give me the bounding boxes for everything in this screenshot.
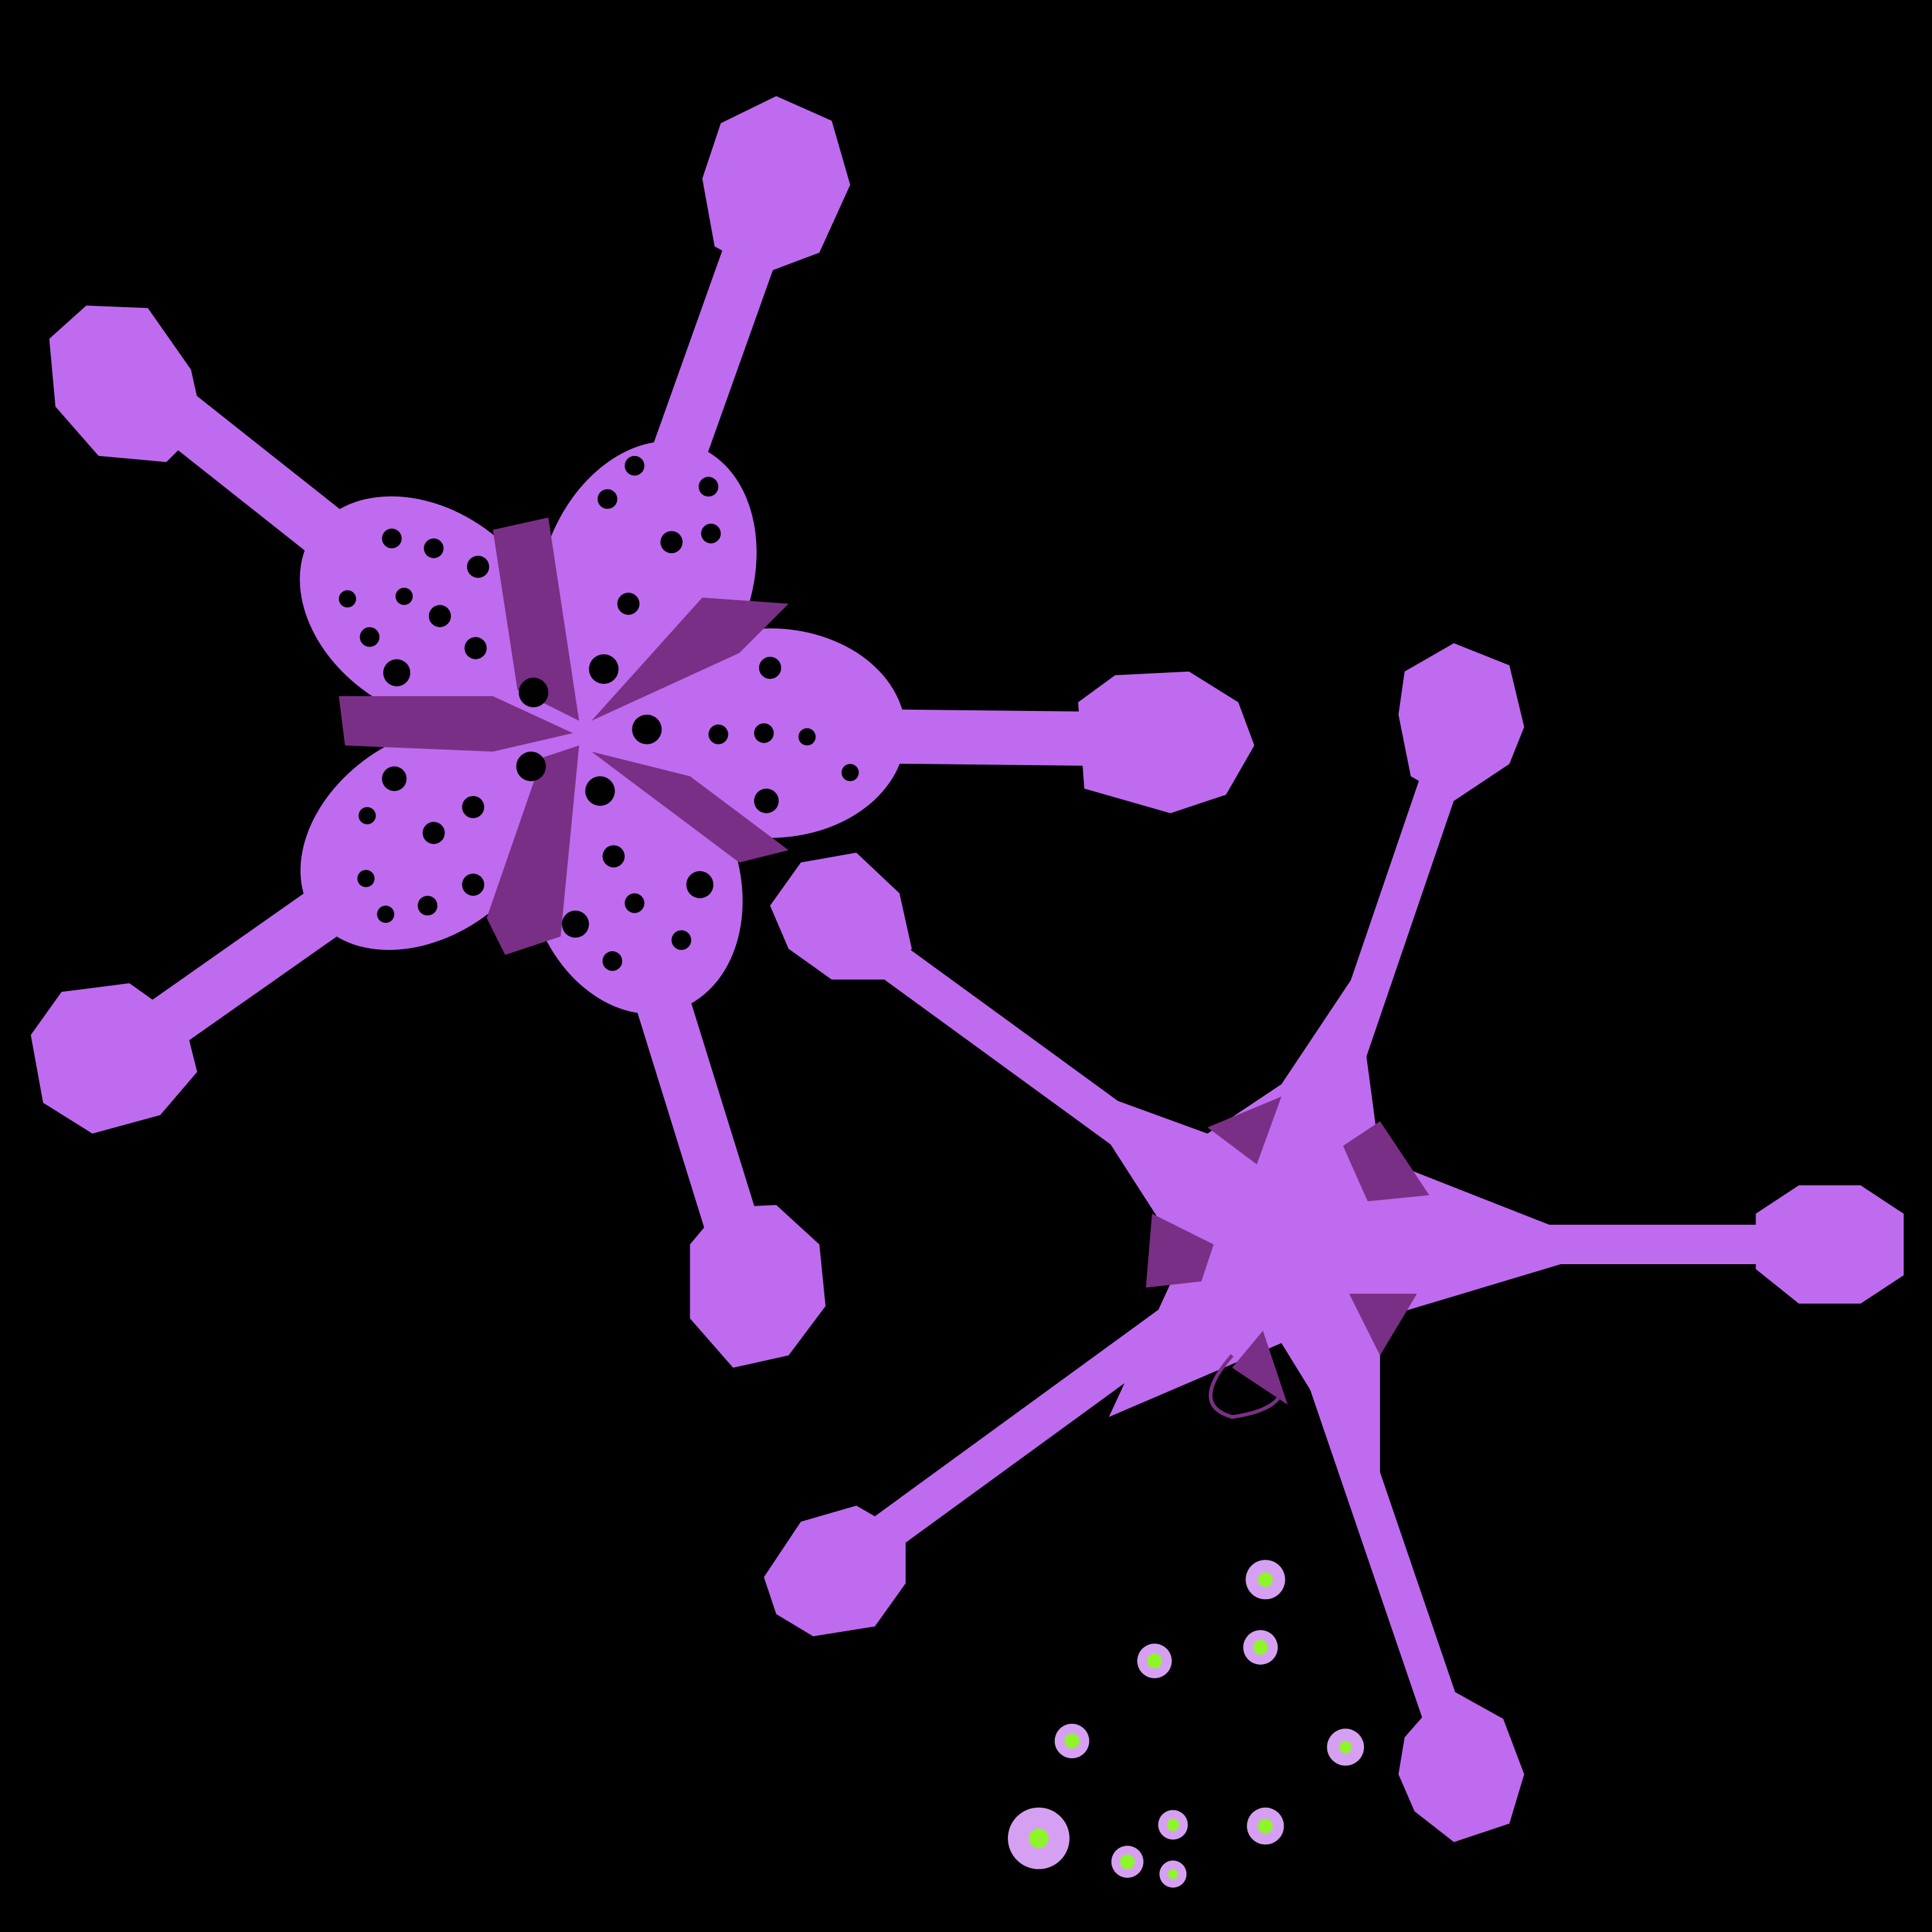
- spot: [686, 871, 714, 898]
- arm-end: [1398, 643, 1524, 801]
- spot: [698, 477, 719, 497]
- spot: [589, 654, 619, 684]
- spore-core: [1258, 1572, 1273, 1587]
- spore: [1247, 1807, 1284, 1845]
- spot: [841, 764, 859, 782]
- spore: [1111, 1846, 1144, 1878]
- spot: [417, 895, 438, 916]
- fold: [1232, 1331, 1288, 1405]
- sepal: [493, 517, 580, 721]
- spot: [462, 795, 484, 819]
- spot: [382, 528, 402, 549]
- spot: [464, 637, 487, 659]
- spot: [617, 592, 639, 615]
- spot: [585, 776, 615, 806]
- arm-end: [1756, 1185, 1904, 1304]
- spot: [798, 728, 816, 746]
- petal-spots: [339, 455, 859, 971]
- spot: [701, 524, 721, 544]
- arm-end: [690, 1205, 826, 1368]
- spore: [1158, 1810, 1188, 1840]
- spot: [383, 659, 411, 687]
- spores: [1008, 1560, 1364, 1888]
- fold: [1349, 1293, 1417, 1356]
- spot: [428, 605, 451, 627]
- sepal: [591, 752, 789, 863]
- spot: [357, 869, 375, 887]
- arm-end: [49, 305, 204, 462]
- spore-core: [1028, 1828, 1049, 1848]
- spore: [1245, 1560, 1285, 1600]
- spore-core: [1339, 1741, 1352, 1754]
- spot: [708, 724, 728, 744]
- spore-core: [1168, 1869, 1179, 1879]
- arm-end: [30, 983, 198, 1134]
- spore-core: [1166, 1818, 1179, 1832]
- spot: [753, 723, 774, 743]
- petal: [299, 496, 551, 724]
- star-mouth: [1209, 1354, 1283, 1419]
- spot: [625, 455, 645, 476]
- spot: [424, 538, 444, 558]
- flower-sepals: [339, 517, 789, 955]
- spore-core: [1258, 1818, 1273, 1833]
- star-creature: [764, 643, 1904, 1842]
- spot: [377, 905, 395, 923]
- spore-core: [1147, 1653, 1162, 1669]
- spot: [671, 930, 692, 951]
- fold: [1343, 1121, 1430, 1202]
- spot: [467, 555, 489, 578]
- spore-core: [1065, 1733, 1080, 1748]
- spore: [1327, 1728, 1364, 1766]
- spore-core: [1253, 1640, 1268, 1655]
- spot: [562, 910, 589, 938]
- spot: [660, 531, 683, 554]
- arm-end: [702, 96, 851, 274]
- spore: [1243, 1630, 1278, 1665]
- spot: [339, 590, 356, 608]
- star-body: [1072, 973, 1565, 1504]
- spot: [382, 766, 407, 791]
- spore: [1054, 1723, 1090, 1759]
- spot: [516, 752, 546, 782]
- spot: [422, 822, 445, 844]
- spore: [1159, 1861, 1187, 1888]
- sepal: [339, 696, 573, 752]
- arm-end: [764, 1506, 906, 1636]
- spot: [597, 489, 618, 509]
- spot: [759, 656, 782, 679]
- sepal: [486, 745, 580, 955]
- spore-core: [1120, 1854, 1135, 1870]
- spore: [1008, 1807, 1070, 1870]
- arm-end: [1398, 1688, 1524, 1842]
- spot: [625, 893, 645, 913]
- arm-end: [1078, 671, 1255, 813]
- arm-end: [770, 852, 912, 980]
- flower-creature: [30, 96, 1255, 1368]
- spot: [753, 788, 779, 813]
- fold: [1146, 1213, 1214, 1288]
- spot: [359, 627, 380, 647]
- sepal: [591, 597, 789, 721]
- spot: [358, 807, 376, 824]
- spot: [395, 587, 413, 605]
- spore: [1137, 1643, 1172, 1678]
- spot: [602, 951, 623, 971]
- spot: [602, 845, 625, 867]
- star-arm-ends: [764, 643, 1904, 1842]
- flower-arm-ends: [30, 96, 1255, 1368]
- spot: [518, 677, 549, 708]
- spot: [462, 873, 484, 896]
- spot: [632, 714, 662, 744]
